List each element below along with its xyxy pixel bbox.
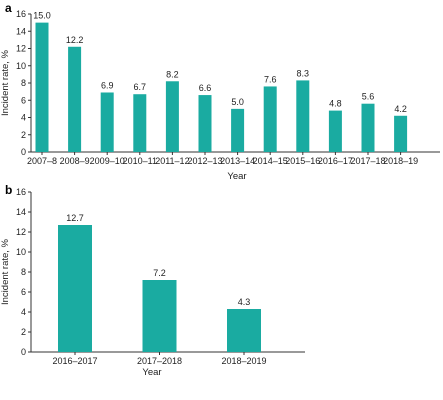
y-tick-label: 12 [16, 227, 26, 237]
x-tick-label: 2013–14 [220, 156, 255, 166]
y-tick-label: 0 [21, 147, 26, 157]
data-label: 6.7 [134, 82, 147, 92]
bar [296, 80, 310, 152]
y-tick-label: 10 [16, 61, 26, 71]
x-tick-label: 2017–18 [350, 156, 385, 166]
x-tick-label: 2012–13 [187, 156, 222, 166]
data-label: 8.2 [166, 69, 179, 79]
data-label: 8.3 [297, 68, 310, 78]
bar [227, 309, 261, 352]
y-tick-label: 8 [21, 78, 26, 88]
bar [100, 92, 114, 152]
y-tick-label: 16 [16, 187, 26, 197]
data-label: 15.0 [33, 11, 51, 21]
bar [198, 95, 212, 152]
y-tick-label: 4 [21, 113, 26, 123]
data-label: 4.3 [238, 297, 251, 307]
y-tick-label: 2 [21, 130, 26, 140]
y-tick-label: 2 [21, 327, 26, 337]
x-tick-label: 2017–2018 [137, 356, 182, 366]
panel-label: a [5, 1, 12, 15]
bar [361, 103, 375, 152]
data-label: 12.7 [66, 213, 84, 223]
panel-label: b [5, 183, 12, 197]
y-tick-label: 6 [21, 95, 26, 105]
data-label: 4.2 [394, 104, 407, 114]
panel-a: a 0 2 4 6 8 10 12 14 16 Incident rate, % 15.0 2007–8… [0, 1, 440, 182]
bar [263, 86, 277, 152]
bar [142, 280, 177, 352]
bar [165, 81, 179, 152]
x-tick-label: 2014–15 [253, 156, 288, 166]
data-label: 5.0 [231, 97, 244, 107]
y-tick-label: 14 [16, 26, 26, 36]
bar [35, 22, 49, 152]
x-tick-label: 2016–17 [318, 156, 353, 166]
x-axis-title: Year [142, 367, 161, 378]
x-tick-label: 2010–11 [123, 156, 157, 166]
panel-b: b 0 2 4 6 8 10 12 14 16 Incident rate, % 12.7 2016–2… [0, 183, 305, 378]
data-label: 4.8 [329, 99, 342, 109]
data-label: 6.9 [101, 80, 114, 90]
x-tick-label: 2016–2017 [52, 356, 97, 366]
x-tick-label: 2018–19 [383, 156, 418, 166]
bar [58, 225, 92, 352]
y-axis-title: Incident rate, % [0, 238, 11, 305]
data-label: 7.2 [153, 268, 166, 278]
x-tick-label: 2011–12 [155, 156, 189, 166]
data-label: 7.6 [264, 74, 277, 84]
x-tick-label: 2009–10 [90, 156, 125, 166]
bar [328, 110, 342, 152]
x-tick-label: 2015–16 [285, 156, 320, 166]
y-tick-label: 4 [21, 307, 26, 317]
y-tick-label: 0 [21, 347, 26, 357]
data-label: 5.6 [362, 92, 375, 102]
data-label: 12.2 [66, 35, 84, 45]
x-tick-label: 2008–9 [60, 156, 90, 166]
y-tick-label: 6 [21, 287, 26, 297]
y-tick-label: 14 [16, 207, 26, 217]
y-tick-label: 16 [16, 9, 26, 19]
x-tick-label: 2007–8 [27, 156, 57, 166]
y-axis-title: Incident rate, % [0, 49, 11, 116]
x-axis-title: Year [227, 171, 246, 182]
data-label: 6.6 [199, 83, 212, 93]
bar [231, 108, 245, 152]
y-tick-label: 8 [21, 267, 26, 277]
bar [133, 94, 147, 152]
x-tick-label: 2018–2019 [221, 356, 266, 366]
bar [68, 46, 82, 152]
y-tick-label: 12 [16, 44, 26, 54]
bar [394, 115, 408, 152]
y-tick-label: 10 [16, 247, 26, 257]
